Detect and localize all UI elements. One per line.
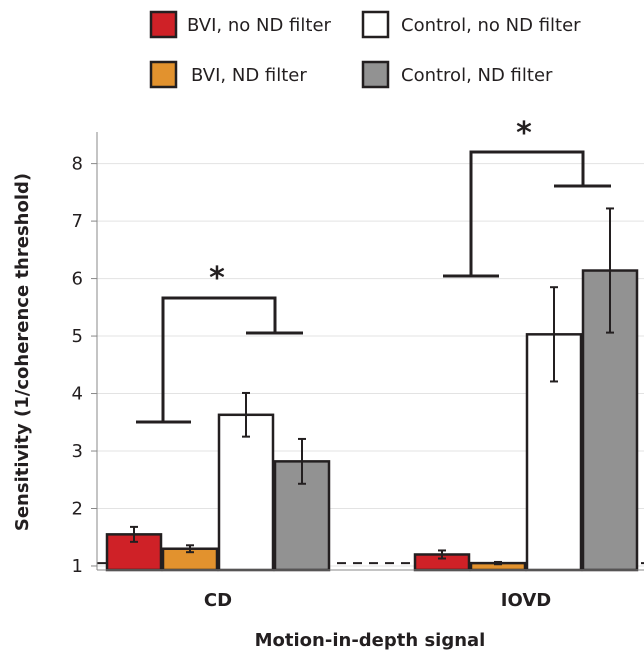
y-tick-label: 5 [72,326,83,347]
x-category-label: IOVD [501,590,551,611]
legend-label: BVI, ND filter [191,65,307,86]
y-tick-label: 1 [72,556,83,577]
legend-swatch [149,10,178,39]
significance-star: * [209,261,225,296]
x-category-label: CD [204,590,232,611]
legend-swatch [361,60,390,89]
y-tick-label: 2 [72,498,83,519]
legend-label: Control, ND filter [401,65,553,86]
significance-star: * [516,116,532,151]
legend-swatch [149,60,178,89]
y-tick-label: 7 [72,211,83,232]
legend-label: Control, no ND filter [401,15,581,36]
plot-area: ** [97,116,644,572]
y-axis-title: Sensitivity (1/coherence threshold) [12,173,33,531]
y-tick-label: 4 [72,384,83,405]
legend-swatch [361,10,390,39]
legend: BVI, no ND filter BVI, ND filter Control, … [149,10,581,89]
legend-label: BVI, no ND filter [187,15,332,36]
y-tick-label: 3 [72,441,83,462]
y-tick-label: 6 [72,269,83,290]
x-axis-title: Motion-in-depth signal [255,630,486,651]
bar [217,413,275,572]
axes: 1 2 3 4 5 6 7 8 CD IOVD Motion-in-depth signal Sens… [12,132,644,651]
y-tick-label: 8 [72,154,83,175]
